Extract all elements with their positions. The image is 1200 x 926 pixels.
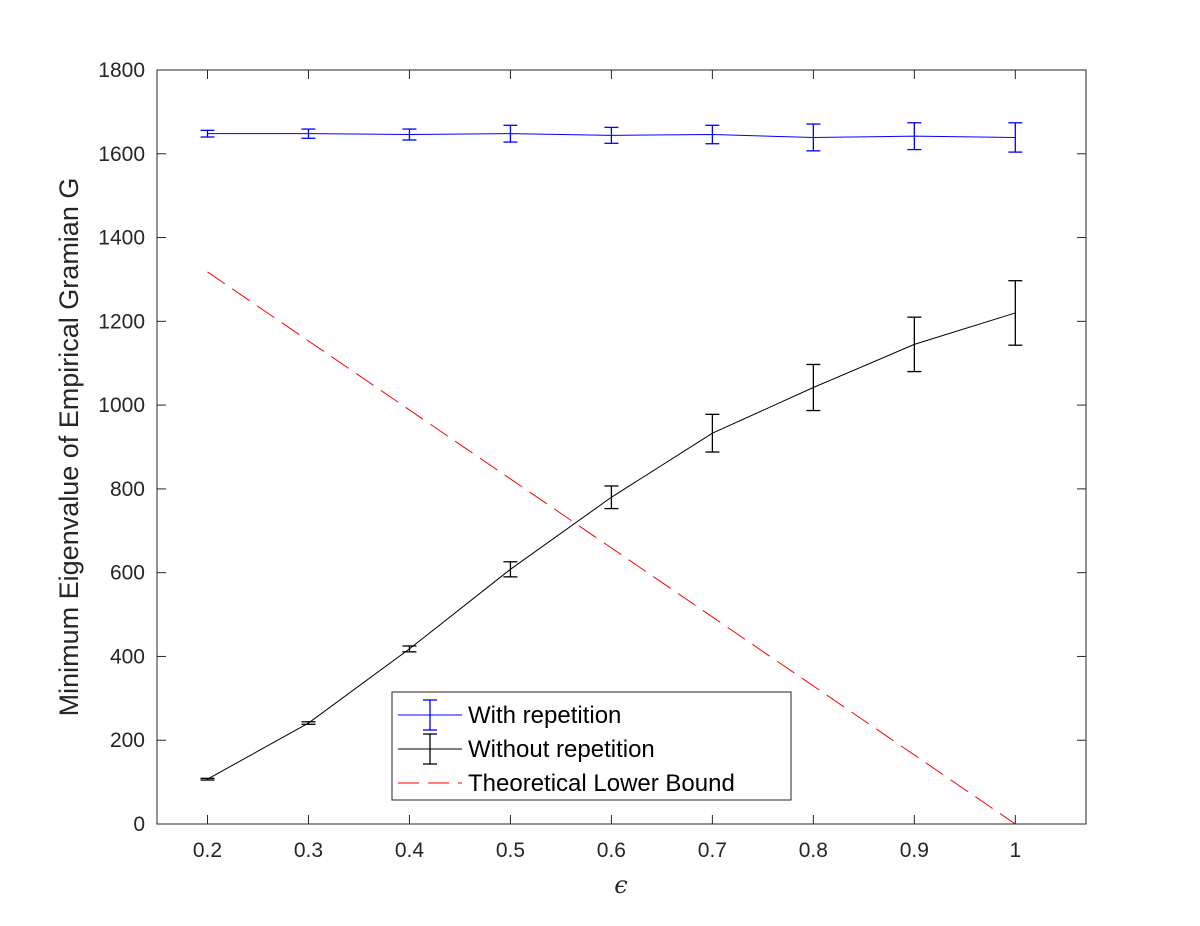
y-axis-label: Minimum Eigenvalue of Empirical Gramian … [54, 178, 84, 717]
error-bar [705, 124, 720, 145]
x-tick-label: 0.8 [799, 839, 828, 862]
x-tick-label: 0.7 [698, 839, 727, 862]
legend-label: Theoretical Lower Bound [468, 770, 735, 797]
axes-layer: 0.2 0.3 0.4 0.5 0.6 0.7 0.8 0.9 1 0 200 400 600 800 10… [98, 59, 1086, 862]
error-bar [604, 485, 619, 510]
y-tick-label: 1000 [98, 394, 145, 417]
error-bar [1008, 280, 1023, 346]
legend-label: With repetition [468, 702, 621, 729]
error-bar [503, 124, 518, 143]
series-without-repetition [200, 280, 1023, 781]
x-tick-label: 0.3 [294, 839, 323, 862]
x-axis-label: ϵ [614, 871, 627, 899]
series-with-repetition [200, 122, 1023, 153]
y-tick-label: 0 [133, 813, 145, 836]
y-tick-label: 1200 [98, 310, 145, 333]
legend: With repetition Without repetition Theoret… [391, 691, 792, 801]
error-bar [301, 128, 316, 139]
error-bar [1008, 122, 1023, 153]
x-tick-label: 0.4 [395, 839, 425, 862]
series-theoretical-lower-bound [207, 271, 1016, 825]
error-bar [806, 123, 821, 152]
series-line [207, 271, 1016, 825]
y-tick-label: 400 [110, 645, 145, 668]
error-bar [402, 128, 417, 141]
legend-item: With repetition [398, 699, 621, 731]
x-tick-label: 0.2 [193, 839, 222, 862]
x-tick-label: 0.6 [597, 839, 626, 862]
legend-box [391, 691, 792, 801]
series-layer [200, 122, 1023, 825]
error-bar [806, 363, 821, 412]
legend-items: With repetition Without repetition Theoret… [398, 699, 735, 797]
legend-item: Theoretical Lower Bound [398, 770, 735, 797]
x-tick-label: 0.9 [900, 839, 929, 862]
legend-item: Without repetition [398, 733, 655, 765]
error-bar [907, 122, 922, 151]
plot-area-frame [156, 69, 1087, 825]
error-bar [200, 777, 215, 781]
y-tick-label: 800 [110, 478, 145, 501]
error-bar [301, 721, 316, 725]
y-tick-label: 600 [110, 562, 145, 585]
error-bar [402, 645, 417, 653]
y-tick-label: 1400 [98, 227, 145, 250]
legend-label: Without repetition [468, 736, 655, 763]
y-tick-label: 1800 [98, 59, 145, 82]
x-tick-label: 1 [1009, 839, 1021, 862]
y-tick-label: 1600 [98, 143, 145, 166]
error-bar [907, 316, 922, 373]
x-tick-label: 0.5 [496, 839, 525, 862]
error-bar [200, 129, 215, 138]
error-bar [604, 126, 619, 144]
error-bar [705, 413, 720, 453]
y-tick-label: 200 [110, 729, 145, 752]
error-bar [503, 561, 518, 578]
